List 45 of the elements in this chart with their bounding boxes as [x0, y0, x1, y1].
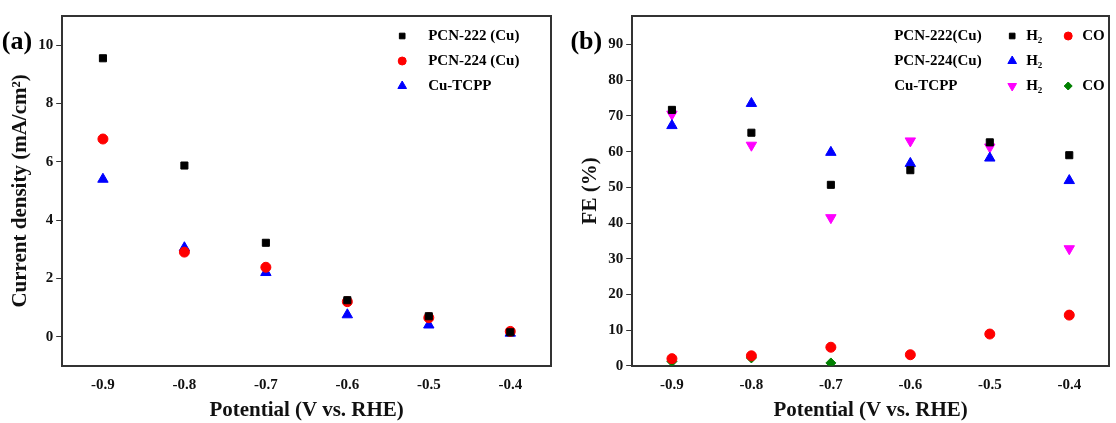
- legend-label: Cu-TCPP: [428, 76, 492, 93]
- legend-label: CO: [1082, 26, 1105, 43]
- x-tick-label: -0.8: [739, 375, 764, 392]
- y-axis-title: Current density (mA/cm²): [7, 74, 32, 308]
- x-tick-label: -0.5: [416, 375, 441, 392]
- annotation: PCN-224(Cu): [894, 51, 982, 69]
- y-tick-label: 70: [608, 106, 624, 123]
- text: (b): [570, 25, 603, 55]
- legend-label: H₂: [1026, 76, 1043, 93]
- annotation: PCN-222(Cu): [894, 26, 982, 44]
- legend-label: PCN-222 (Cu): [428, 26, 520, 44]
- x-tick-label: -0.8: [172, 375, 197, 392]
- x-tick-label: -0.9: [91, 375, 115, 392]
- x-tick-label: -0.4: [498, 375, 523, 392]
- y-tick-label: 30: [608, 249, 624, 266]
- legend-label: CO: [1082, 76, 1105, 93]
- y-tick-label: 90: [608, 35, 624, 52]
- x-tick-label: -0.6: [898, 375, 923, 392]
- y-tick-label: 10: [608, 320, 624, 337]
- x-tick-label: -0.9: [660, 375, 684, 392]
- y-tick-label: 2: [45, 269, 54, 286]
- y-tick-label: 80: [608, 71, 624, 88]
- y-tick-label: 6: [45, 152, 54, 169]
- y-tick-label: 0: [615, 356, 624, 373]
- legend-label: H₂: [1026, 26, 1043, 43]
- x-tick-label: -0.7: [253, 375, 279, 392]
- x-tick-label: -0.7: [818, 375, 844, 392]
- x-axis-title: Potential (V vs. RHE): [209, 396, 404, 421]
- legend-label: PCN-224 (Cu): [428, 51, 520, 69]
- x-axis-title: Potential (V vs. RHE): [773, 396, 968, 421]
- annotation: Cu-TCPP: [894, 76, 958, 93]
- x-tick-label: -0.6: [335, 375, 360, 392]
- y-tick-label: 0: [45, 327, 54, 344]
- x-tick-label: -0.5: [977, 375, 1002, 392]
- y-tick-label: 4: [45, 210, 54, 227]
- legend-label: H₂: [1026, 51, 1043, 68]
- y-tick-label: 20: [608, 285, 624, 302]
- text: (a): [1, 25, 33, 55]
- y-tick-label: 50: [608, 178, 624, 195]
- y-tick-label: 10: [38, 36, 54, 53]
- y-axis-title: FE (%): [577, 157, 602, 225]
- y-tick-label: 60: [608, 142, 624, 159]
- y-tick-label: 40: [608, 213, 624, 230]
- x-tick-label: -0.4: [1057, 375, 1082, 392]
- y-tick-label: 8: [45, 94, 54, 111]
